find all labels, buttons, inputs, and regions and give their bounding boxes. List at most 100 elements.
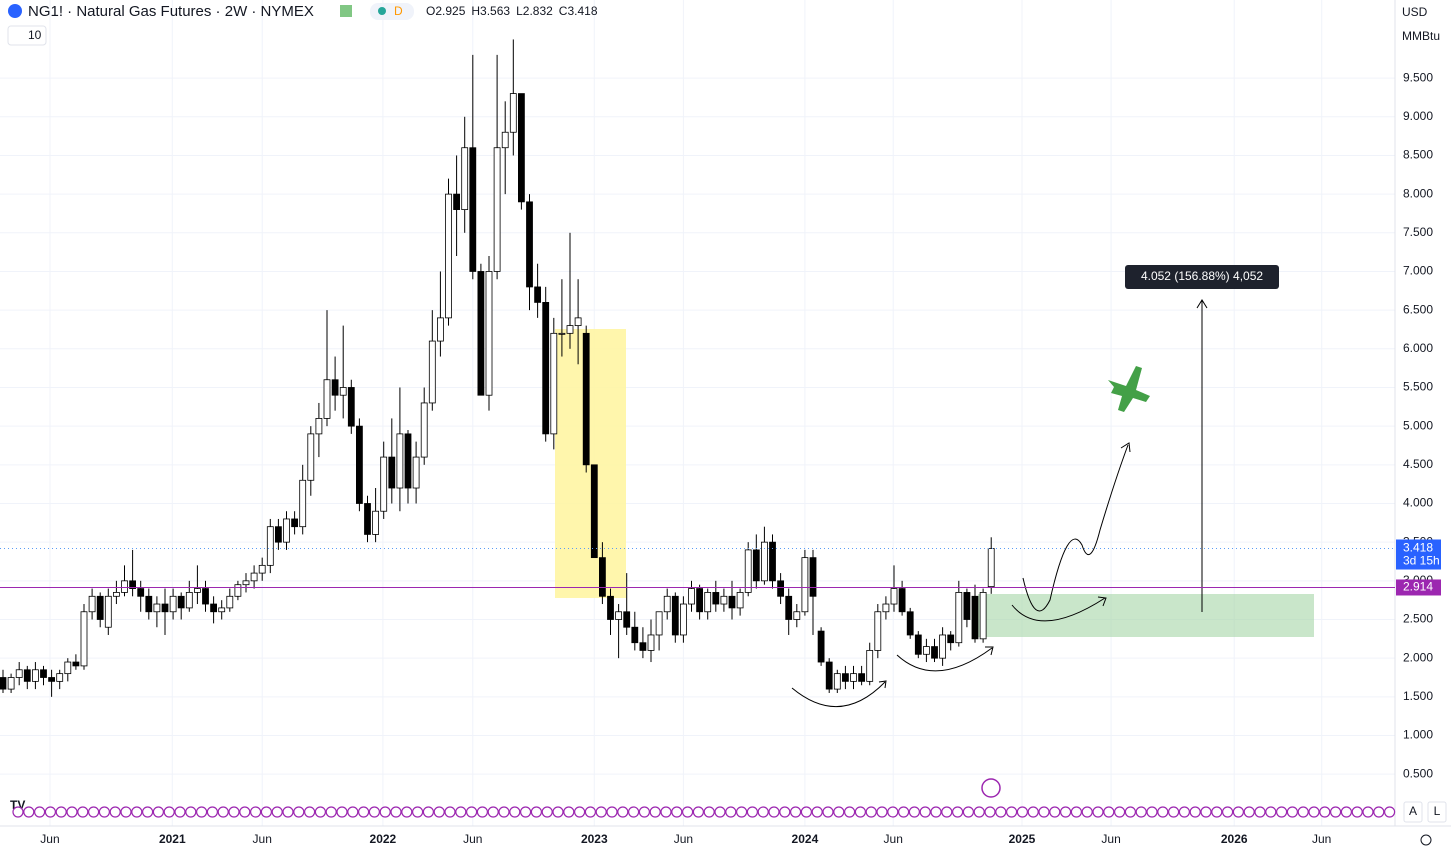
- candle-body: [112, 592, 120, 597]
- event-icon: [325, 806, 337, 818]
- candle-body: [15, 669, 23, 678]
- event-icon: [455, 806, 467, 818]
- candle-body: [56, 673, 64, 682]
- candle-body: [396, 433, 404, 489]
- level-label: 2.914: [1403, 580, 1433, 594]
- event-icon: [131, 806, 143, 818]
- candle-body: [388, 456, 396, 489]
- button[interactable]: [1403, 801, 1423, 823]
- event-icon: [217, 806, 229, 818]
- x-tick-label: 2025: [1009, 832, 1036, 846]
- event-icon: [573, 806, 586, 818]
- event-icon: [692, 806, 705, 818]
- event-icon: [1005, 806, 1018, 818]
- candle-body: [590, 464, 598, 559]
- candle-body: [48, 677, 55, 682]
- event-icon: [293, 806, 305, 818]
- candle-body: [720, 595, 728, 605]
- event-icon: [250, 806, 262, 818]
- button[interactable]: [1427, 801, 1447, 823]
- event-icon: [12, 806, 24, 818]
- candle-body: [339, 387, 347, 396]
- event-icon: [444, 806, 456, 818]
- event-icon: [530, 806, 543, 818]
- event-icon: [1362, 806, 1374, 818]
- event-icon: [368, 806, 380, 818]
- candle-body: [906, 611, 914, 636]
- candle-body: [210, 603, 217, 613]
- candle-body: [866, 650, 874, 682]
- candle-body: [250, 572, 258, 582]
- event-icon: [1275, 806, 1288, 818]
- auto-button[interactable]: A: [1409, 804, 1417, 818]
- highlight-box: [555, 329, 626, 598]
- log-button[interactable]: L: [1434, 804, 1441, 818]
- event-icon: [66, 806, 78, 818]
- candle-body: [266, 526, 274, 566]
- candle-body: [72, 661, 80, 667]
- unit[interactable]: MMBtu: [1402, 29, 1440, 43]
- candle-body: [599, 557, 606, 597]
- event-icon: [876, 806, 888, 818]
- event-icon: [1081, 806, 1093, 818]
- candle-body: [177, 595, 185, 609]
- event-icon: [87, 806, 100, 818]
- candle-body: [96, 595, 104, 620]
- projection-path: [1022, 442, 1131, 612]
- event-icon: [833, 806, 845, 818]
- ohlc-letter: L: [516, 4, 523, 18]
- event-icon: [1383, 806, 1396, 818]
- interval-box[interactable]: [7, 25, 47, 46]
- candle-body: [647, 634, 655, 651]
- candle-body: [145, 595, 153, 613]
- candle-body: [372, 510, 380, 535]
- event-icon: [595, 806, 607, 818]
- candle-body: [299, 479, 307, 528]
- event-icon: [822, 806, 834, 818]
- x-tick-label: 2023: [581, 832, 608, 846]
- candle-body: [23, 669, 31, 682]
- event-icon: [649, 806, 661, 818]
- event-icon: [746, 806, 759, 818]
- candle-body: [631, 626, 639, 644]
- candle-body: [680, 603, 687, 636]
- y-tick-label: 8.500: [1403, 148, 1433, 162]
- event-icon: [1124, 806, 1137, 818]
- event-icon: [77, 806, 89, 818]
- event-icon: [541, 806, 553, 818]
- y-tick-label: 4.500: [1403, 457, 1433, 471]
- candle-body: [833, 673, 841, 690]
- x-tick-label: 2022: [370, 832, 397, 846]
- event-icon: [984, 806, 996, 818]
- candle-body: [574, 317, 582, 327]
- candle-body: [40, 669, 47, 678]
- candle-body: [485, 271, 493, 396]
- event-icon: [638, 806, 651, 818]
- event-icon: [789, 806, 802, 818]
- event-icon: [196, 806, 208, 818]
- settings-icon[interactable]: [1420, 834, 1432, 846]
- candle-body: [931, 646, 938, 659]
- candle-body: [129, 580, 136, 589]
- event-icon: [433, 806, 445, 818]
- candle-body: [607, 595, 614, 620]
- ohlc-header: O 2.925 H 3.563 L 2.832 C 3.418: [426, 4, 598, 18]
- flag[interactable]: [340, 5, 352, 17]
- candle-body: [971, 595, 979, 640]
- measure-arrow: [1196, 299, 1208, 309]
- candle-body: [615, 611, 623, 620]
- event-icon: [498, 806, 510, 818]
- candle-body: [242, 580, 250, 586]
- event-icon: [757, 806, 769, 818]
- ohlc-letter: H: [471, 4, 480, 18]
- event-icon: [779, 806, 791, 818]
- event-icon: [509, 806, 521, 818]
- y-tick-label: 9.000: [1403, 109, 1433, 123]
- events: [12, 778, 1396, 818]
- curve-arrow: [1011, 596, 1107, 622]
- ohlc-letter: O: [426, 4, 435, 18]
- event-icon: [584, 806, 597, 818]
- y-tick-label: 2.000: [1403, 650, 1433, 664]
- currency[interactable]: USD: [1402, 5, 1428, 19]
- candle-body: [469, 147, 477, 272]
